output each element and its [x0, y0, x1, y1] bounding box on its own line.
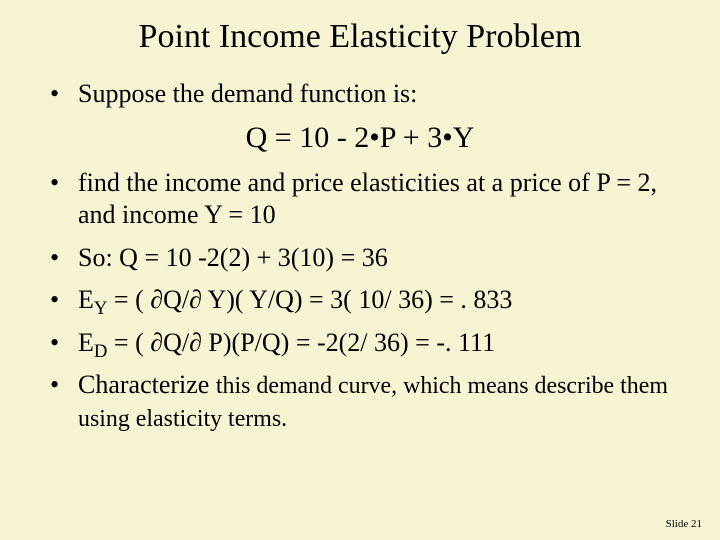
bullet-item: So: Q = 10 -2(2) + 3(10) = 36 [44, 242, 680, 275]
characterize-lead: Characterize [78, 370, 216, 399]
bullet-item: ED = ( ∂Q/∂ P)(P/Q) = -2(2/ 36) = -. 111 [44, 327, 680, 360]
bullet-item: Characterize this demand curve, which me… [44, 369, 680, 435]
slide-container: Point Income Elasticity Problem Suppose … [0, 0, 720, 540]
slide-title: Point Income Elasticity Problem [40, 18, 680, 56]
ed-label: E [78, 328, 94, 357]
demand-equation: Q = 10 - 2•P + 3•Y [40, 121, 680, 155]
bullet-list-cont: find the income and price elasticities a… [44, 167, 680, 435]
bullet-list: Suppose the demand function is: [44, 78, 680, 111]
ed-subscript: D [94, 341, 108, 362]
ey-subscript: Y [94, 298, 108, 319]
bullet-item: Suppose the demand function is: [44, 78, 680, 111]
bullet-item: find the income and price elasticities a… [44, 167, 680, 232]
ey-label: E [78, 285, 94, 314]
ey-value: = ( ∂Q/∂ Y)( Y/Q) = 3( 10/ 36) = . 833 [107, 285, 512, 314]
bullet-item: EY = ( ∂Q/∂ Y)( Y/Q) = 3( 10/ 36) = . 83… [44, 284, 680, 317]
ed-value: = ( ∂Q/∂ P)(P/Q) = -2(2/ 36) = -. 111 [107, 328, 495, 357]
slide-number: Slide 21 [666, 518, 702, 530]
